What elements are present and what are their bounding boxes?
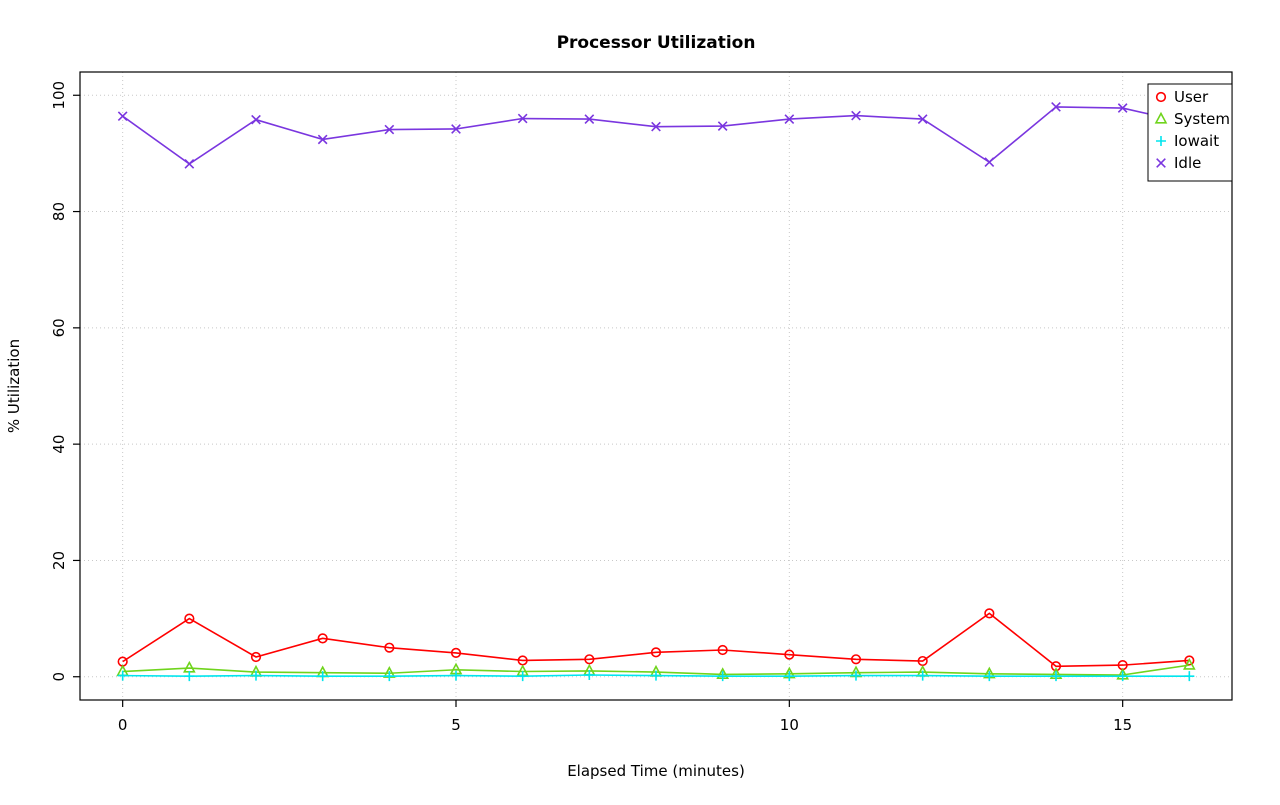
x-marker	[784, 114, 795, 124]
x-marker	[517, 113, 528, 124]
triangle-marker	[1182, 657, 1196, 670]
axis-ticks: 0 5 10 15 0 20 40 60 80 100	[50, 81, 1132, 734]
plus-marker	[717, 671, 728, 682]
circle-marker	[650, 647, 662, 658]
legend: User System Iowait Idle	[1147, 83, 1233, 182]
y-tick-label: 100	[50, 81, 68, 110]
plus-marker	[1117, 671, 1128, 682]
series-line	[122, 612, 1190, 668]
x-marker	[1117, 103, 1128, 113]
series-line	[122, 106, 1190, 165]
legend-label: Idle	[1174, 154, 1201, 172]
y-tick-label: 0	[50, 672, 68, 682]
circle-marker	[1155, 91, 1167, 103]
circle-marker	[184, 613, 195, 624]
x-marker	[851, 110, 861, 121]
plus-marker	[517, 671, 528, 682]
circle-marker	[317, 633, 328, 644]
plus-marker	[917, 670, 928, 681]
plus-marker	[784, 671, 795, 682]
x-tick-label: 5	[451, 716, 461, 734]
x-marker	[184, 159, 195, 169]
x-marker	[1156, 158, 1166, 168]
circle-marker	[784, 649, 795, 660]
x-marker	[251, 114, 261, 125]
x-tick-label: 15	[1113, 716, 1132, 734]
series-user	[117, 608, 1195, 672]
x-marker	[984, 157, 995, 167]
plus-marker	[1184, 671, 1195, 682]
x-marker	[1051, 102, 1061, 112]
x-tick-label: 0	[118, 716, 128, 734]
legend-item-idle: Idle	[1156, 154, 1201, 172]
x-marker	[584, 114, 595, 124]
legend-item-system: System	[1154, 110, 1230, 128]
legend-item-user: User	[1155, 88, 1209, 106]
x-marker	[651, 121, 661, 132]
series-iowait	[117, 669, 1195, 682]
y-tick-label: 60	[50, 318, 68, 337]
circle-marker	[584, 654, 595, 665]
triangle-marker	[1154, 111, 1168, 124]
plot-border	[79, 71, 1233, 701]
plus-marker	[251, 670, 261, 681]
x-marker	[717, 121, 728, 131]
plus-marker	[651, 670, 661, 681]
circle-marker	[717, 644, 728, 656]
legend-label: Iowait	[1174, 132, 1219, 150]
plus-marker	[384, 671, 395, 682]
y-tick-label: 40	[50, 435, 68, 454]
x-marker	[451, 124, 461, 134]
legend-label: User	[1174, 88, 1209, 106]
plus-marker	[184, 671, 195, 682]
series-idle	[117, 102, 1195, 169]
x-axis-label: Elapsed Time (minutes)	[567, 762, 745, 780]
chart-title: Processor Utilization	[557, 33, 756, 53]
plus-marker	[984, 671, 995, 682]
y-tick-label: 80	[50, 202, 68, 221]
series-group	[116, 102, 1196, 682]
circle-marker	[984, 608, 995, 619]
circle-marker	[384, 642, 395, 653]
x-marker	[317, 134, 328, 145]
x-tick-label: 10	[780, 716, 799, 734]
plus-marker	[117, 670, 128, 681]
legend-item-iowait: Iowait	[1156, 132, 1219, 150]
y-tick-label: 20	[50, 551, 68, 570]
plus-marker	[851, 670, 861, 681]
plus-marker	[317, 671, 328, 682]
circle-marker	[450, 647, 462, 659]
x-marker	[384, 124, 395, 135]
y-axis-label: % Utilization	[5, 339, 23, 433]
legend-label: System	[1174, 110, 1230, 128]
plus-marker	[1156, 136, 1166, 146]
circle-marker	[250, 651, 262, 663]
circle-marker	[850, 654, 862, 665]
circle-marker	[1184, 655, 1195, 666]
plus-marker	[451, 670, 461, 681]
plus-marker	[1051, 671, 1061, 682]
gridlines	[80, 72, 1232, 700]
x-marker	[917, 114, 928, 124]
plus-marker	[584, 669, 595, 680]
x-marker	[117, 111, 128, 122]
triangle-marker	[182, 660, 196, 673]
